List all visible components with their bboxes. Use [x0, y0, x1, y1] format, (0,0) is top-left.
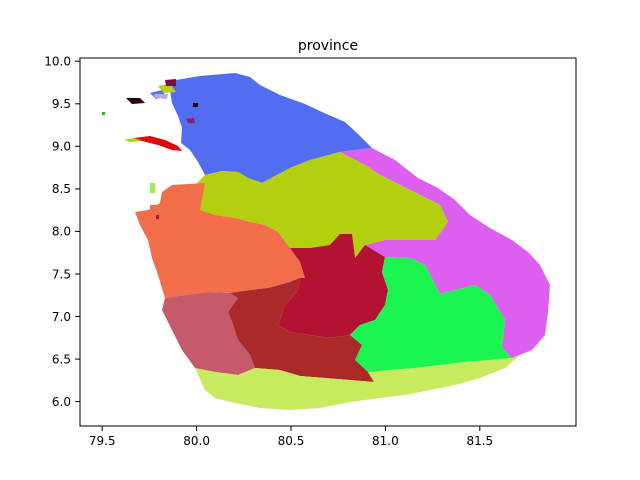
region-northern: [170, 73, 372, 183]
y-tick-label: 9.5: [52, 97, 71, 111]
chart-title: province: [298, 38, 358, 54]
islet-lavender: [154, 94, 168, 99]
map-regions: [102, 73, 550, 410]
y-axis: 10.0 9.5 9.0 8.5 8.0 7.5 7.0 6.5 6.0: [44, 55, 80, 409]
islet-maroon-1: [165, 79, 176, 86]
x-tick-label: 80.5: [278, 434, 305, 448]
y-tick-label: 7.5: [52, 267, 71, 281]
y-tick-label: 8.5: [52, 182, 71, 196]
axes-frame: [79, 57, 577, 427]
region-sabaragamuwa: [228, 278, 374, 382]
x-tick-label: 81.5: [466, 434, 493, 448]
x-tick-label: 80.0: [183, 434, 210, 448]
y-tick-label: 8.0: [52, 225, 71, 239]
islet-orange-west: [150, 205, 157, 212]
region-eastern: [340, 148, 550, 358]
region-mannar-island: [134, 136, 182, 151]
region-mannar-tip: [124, 138, 142, 142]
x-axis: 79.5 80.0 80.5 81.0 81.5: [89, 426, 493, 448]
y-tick-label: 6.0: [52, 395, 71, 409]
y-tick-label: 9.0: [52, 140, 71, 154]
region-north-central: [186, 152, 448, 258]
region-southern: [195, 355, 520, 410]
islet-red-west: [156, 215, 159, 219]
x-tick-label: 79.5: [89, 434, 116, 448]
region-uva: [350, 257, 512, 372]
islet-black: [126, 98, 145, 104]
islet-green: [102, 112, 105, 115]
islet-dark-2: [193, 103, 198, 107]
region-central: [278, 234, 388, 338]
islet-lime-1: [158, 84, 176, 93]
y-tick-label: 10.0: [44, 55, 71, 69]
region-north-western: [135, 183, 305, 298]
y-tick-label: 6.5: [52, 352, 71, 366]
region-western: [162, 292, 255, 375]
islet-purple: [186, 118, 195, 123]
y-tick-label: 7.0: [52, 310, 71, 324]
islet-lime-west: [150, 183, 155, 193]
x-tick-label: 81.0: [372, 434, 399, 448]
